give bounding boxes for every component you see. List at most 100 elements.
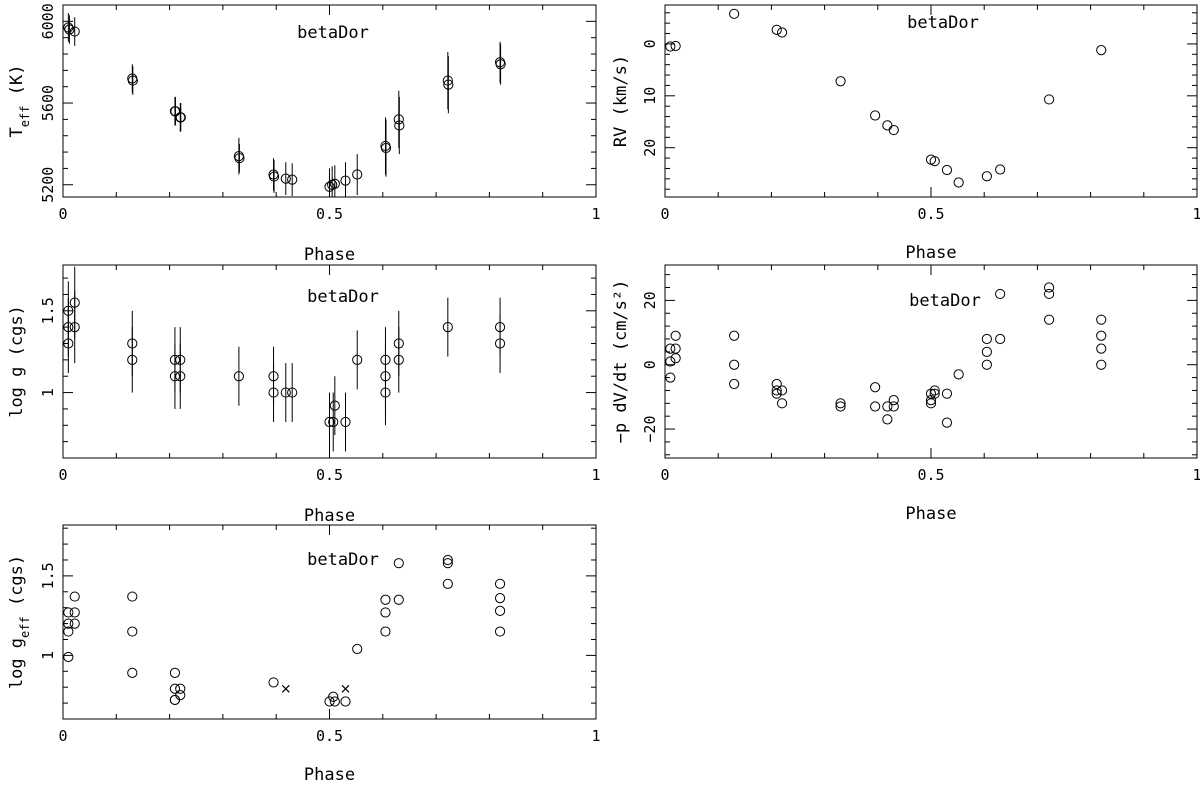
data-point xyxy=(169,694,181,706)
x-tick-label: 0 xyxy=(58,466,67,484)
data-point xyxy=(69,26,80,37)
data-point xyxy=(352,169,363,180)
data-point xyxy=(352,643,363,655)
y-tick-label: 20 xyxy=(641,291,659,309)
data-point xyxy=(69,297,80,308)
data-point xyxy=(835,76,846,87)
star-name-annotation: betaDor xyxy=(297,23,369,43)
data-point xyxy=(280,387,291,398)
data-point xyxy=(995,164,1006,175)
data-point xyxy=(494,605,506,616)
data-point xyxy=(1096,330,1107,341)
data-point xyxy=(340,175,351,186)
y-axis-label: Teff (K) xyxy=(7,65,32,138)
data-point xyxy=(941,417,953,428)
data-point xyxy=(995,333,1006,345)
data-point xyxy=(69,591,80,602)
data-point xyxy=(287,174,298,185)
x-axis-label: Phase xyxy=(905,243,956,263)
data-point xyxy=(494,626,506,637)
data-point xyxy=(1044,288,1055,300)
data-point xyxy=(127,667,138,678)
y-tick-label: 1.5 xyxy=(39,297,57,324)
data-points xyxy=(63,266,506,452)
data-point xyxy=(352,354,363,365)
data-point xyxy=(268,677,279,688)
data-point xyxy=(870,401,881,412)
y-tick-label: 10 xyxy=(641,87,659,105)
data-point xyxy=(69,618,80,629)
y-tick-label: 1 xyxy=(39,388,57,397)
data-point xyxy=(329,400,340,411)
data-point xyxy=(127,591,138,602)
data-point xyxy=(835,398,846,409)
star-name-annotation: betaDor xyxy=(907,13,979,33)
data-point xyxy=(1096,45,1107,56)
data-point xyxy=(234,153,245,164)
data-points xyxy=(665,282,1107,428)
data-point xyxy=(888,124,899,136)
data-point xyxy=(340,696,351,707)
data-point xyxy=(329,178,340,189)
x-axis-label: Phase xyxy=(304,506,355,526)
panel-loggeff: 0 0.5 1 1 1.5 Phase log geff (cgs) betaDor xyxy=(7,524,601,785)
y-axis-label: log g (cgs) xyxy=(7,305,27,418)
data-point xyxy=(888,395,899,406)
data-point xyxy=(443,79,454,90)
data-point xyxy=(665,41,676,52)
data-point xyxy=(268,171,280,182)
x-tick-label: 1 xyxy=(591,205,600,223)
x-tick-label: 1 xyxy=(591,466,600,484)
data-point xyxy=(442,554,453,566)
cross-point xyxy=(281,684,290,693)
data-point xyxy=(380,142,392,154)
y-tick-label: 5600 xyxy=(39,85,57,121)
data-point xyxy=(393,594,404,605)
data-point xyxy=(175,683,186,694)
x-tick-label: 0.5 xyxy=(316,205,343,223)
data-point xyxy=(393,558,404,569)
data-point xyxy=(1096,359,1107,370)
data-point xyxy=(268,387,279,398)
data-point xyxy=(442,558,453,569)
x-tick-label: 0.5 xyxy=(316,466,343,484)
data-point xyxy=(380,607,391,618)
data-point xyxy=(888,401,899,412)
data-point xyxy=(324,181,335,192)
data-points xyxy=(63,554,506,707)
data-point xyxy=(442,75,453,86)
data-point xyxy=(394,120,405,131)
data-point xyxy=(324,416,335,428)
x-tick-label: 0 xyxy=(660,466,669,484)
data-point xyxy=(233,371,244,382)
data-point xyxy=(776,385,788,396)
data-point xyxy=(981,346,992,357)
y-axis-label: log geff (cgs) xyxy=(7,555,32,689)
data-point xyxy=(63,338,74,349)
data-point xyxy=(127,75,138,86)
data-point xyxy=(981,333,992,345)
data-point xyxy=(169,371,181,382)
data-point xyxy=(670,330,681,341)
data-point xyxy=(929,385,940,396)
data-point xyxy=(665,343,676,354)
data-point xyxy=(882,120,893,131)
data-point xyxy=(1044,314,1055,325)
data-point xyxy=(870,382,881,393)
data-point xyxy=(729,378,740,390)
cross-point xyxy=(341,684,350,693)
star-name-annotation: betaDor xyxy=(307,287,379,307)
data-point xyxy=(882,414,893,425)
panel-pdvdt: 0 0.5 1 −20 0 20 Phase −p dV/dt (cm/s²) betaDor xyxy=(611,264,1200,524)
data-point xyxy=(175,690,186,701)
data-point xyxy=(995,288,1006,300)
data-point xyxy=(729,8,740,19)
y-tick-label: 5200 xyxy=(39,167,57,203)
data-point xyxy=(771,385,782,396)
data-point xyxy=(670,353,681,364)
data-point xyxy=(380,594,391,605)
data-point xyxy=(1096,343,1107,354)
y-axis-label: RV (km/s) xyxy=(611,55,631,147)
